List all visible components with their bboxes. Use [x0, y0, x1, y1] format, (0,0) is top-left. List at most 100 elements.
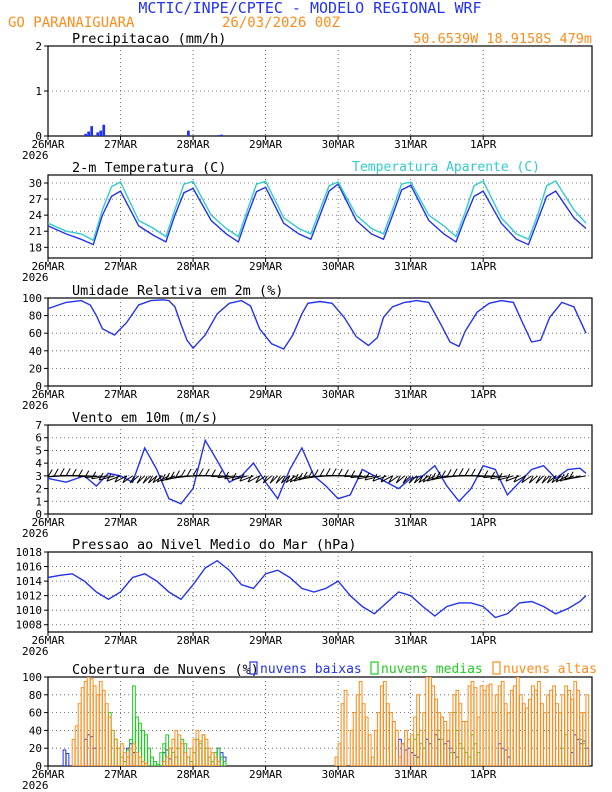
clouds-plot	[62, 677, 590, 766]
clouds-bar	[358, 680, 363, 766]
wind-xtick-label: 30MAR	[322, 516, 355, 529]
clouds-bar	[467, 685, 472, 766]
temp-ytick-label: 24	[29, 209, 43, 222]
clouds-bar	[395, 729, 399, 766]
wind-barb-flag	[255, 475, 261, 483]
pmsl-ytick-label: 1010	[16, 604, 43, 617]
clouds-bar	[461, 721, 466, 766]
precip-bar	[84, 133, 87, 136]
wind-barb	[148, 475, 158, 484]
temp-xtick-label: 26MAR	[31, 260, 64, 273]
rh-title: Umidade Relativa em 2m (%)	[72, 283, 283, 299]
clouds-bar	[65, 753, 70, 766]
wind-barb-flag	[152, 475, 158, 483]
precip-bar	[187, 130, 190, 136]
wind-barb-flag	[541, 475, 547, 484]
wind-barb-flag	[331, 468, 337, 476]
wind-barb-flag	[490, 471, 496, 480]
precip-ytick-label: 1	[35, 85, 42, 98]
clouds-title: Cobertura de Nuvens (%)	[72, 662, 259, 678]
clouds-ytick-label: 20	[29, 742, 42, 755]
clouds-bar	[473, 687, 478, 766]
wind-barb	[414, 475, 424, 484]
wind-ytick-label: 2	[35, 483, 42, 496]
wind-barb	[490, 475, 508, 480]
wind-barb-flag	[408, 475, 414, 484]
pmsl-xtick-label: 28MAR	[177, 634, 210, 647]
precip-xtick-label: 27MAR	[104, 138, 137, 151]
wind-barb-flag	[426, 473, 432, 482]
clouds-bar	[186, 756, 191, 766]
wind-barb-flag	[555, 474, 561, 483]
wind-barb-flag	[269, 475, 275, 484]
temp-ytick-label: 30	[29, 177, 42, 190]
precip-xtick-label: 28MAR	[177, 138, 210, 151]
wind-xtick-label: 26MAR	[31, 516, 64, 529]
wind-barb-flag	[568, 471, 574, 480]
wind-xtick-label: 28MAR	[177, 516, 210, 529]
wind-barb	[152, 475, 164, 484]
wind-barb-flag	[435, 471, 441, 480]
wind-barb-flag	[470, 468, 476, 477]
clouds-bar	[521, 703, 526, 766]
wind-barb-flag	[275, 475, 281, 484]
clouds-bar	[491, 712, 496, 766]
clouds-bar	[401, 743, 405, 766]
clouds-panel: 0 20 40 60 80 100 26MAR 27MAR 28MAR 29MAR 30MAR 31M…	[22, 661, 597, 792]
wind-barb	[114, 475, 127, 483]
wind-barb	[513, 475, 526, 483]
clouds-bar	[92, 685, 97, 766]
wind-barb-flag	[559, 473, 565, 482]
wind-year-label: 2026	[22, 527, 49, 540]
wind-barb-flag	[204, 468, 210, 477]
wind-barb	[231, 475, 248, 481]
clouds-bar	[126, 756, 130, 766]
temp-ytick-label: 27	[29, 193, 42, 206]
pmsl-series-line	[48, 559, 587, 619]
rh-ytick-label: 80	[29, 310, 42, 323]
clouds-bar	[452, 694, 457, 766]
clouds-bar	[129, 747, 133, 766]
temp-xtick-label: 28MAR	[177, 260, 210, 273]
rh-ytick-label: 40	[29, 345, 42, 358]
clouds-bar	[141, 729, 145, 766]
wind-barb-flag	[535, 475, 541, 484]
wind-barb-flag	[418, 475, 424, 483]
wind-xtick-label: 27MAR	[104, 516, 137, 529]
precip-bar	[217, 135, 220, 136]
wind-barb	[497, 475, 514, 481]
clouds-bar	[104, 703, 109, 766]
wind-barb	[350, 475, 369, 479]
clouds-bar	[138, 756, 142, 766]
wind-barb-flag	[464, 468, 470, 476]
clouds-bar	[123, 752, 127, 766]
clouds-bar	[561, 694, 565, 766]
clouds-legend: nuvens baixas nuvens medias nuvens altas	[249, 661, 597, 677]
wind-barb	[483, 475, 502, 479]
clouds-bar	[485, 685, 490, 766]
clouds-bar	[222, 761, 227, 766]
wind-barb	[395, 475, 405, 484]
rh-frame	[47, 297, 593, 387]
clouds-bar	[503, 703, 508, 766]
pmsl-ytick-label: 1014	[16, 575, 43, 588]
clouds-bar	[458, 703, 463, 766]
clouds-bar	[204, 738, 209, 766]
clouds-bar	[74, 725, 79, 766]
wind-barb-flag	[114, 474, 120, 483]
wind-barb-flag	[289, 474, 295, 483]
clouds-bar	[382, 680, 387, 766]
clouds-bar	[132, 743, 136, 766]
wind-barb-flag	[165, 472, 170, 481]
clouds-bar	[392, 721, 396, 766]
pmsl-title: Pressao ao Nivel Medio do Mar (hPa)	[72, 537, 356, 553]
clouds-bar	[515, 677, 520, 766]
wind-barb-flag	[313, 469, 319, 477]
wind-barb	[528, 475, 538, 484]
clouds-bar	[413, 716, 417, 766]
legend-swatch	[492, 661, 501, 675]
clouds-bar	[425, 677, 429, 766]
wind-barb-flag	[422, 474, 428, 483]
wind-barb-flag	[247, 474, 253, 483]
